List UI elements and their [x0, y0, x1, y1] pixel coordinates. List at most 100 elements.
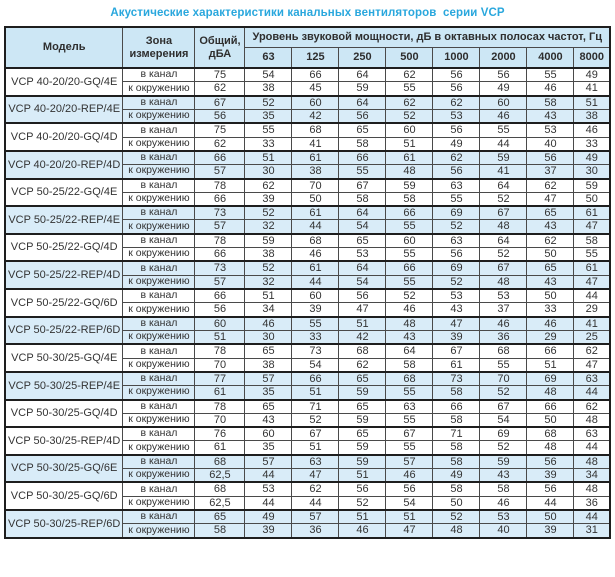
band-level-cell: 56	[432, 247, 481, 262]
band-level-cell: 66	[526, 343, 575, 359]
band-level-cell: 56	[479, 67, 528, 83]
band-level-cell: 48	[573, 453, 611, 470]
band-level-cell: 38	[244, 247, 293, 262]
total-dba-cell: 58	[194, 523, 246, 539]
zone-cell: к окружению	[122, 412, 196, 428]
band-level-cell: 51	[526, 357, 575, 373]
band-level-cell: 38	[291, 164, 340, 179]
table-row: к окружению 51 30 33 42 43 39 36 29 25	[5, 329, 611, 345]
band-level-cell: 64	[338, 205, 387, 221]
band-level-cell: 62	[291, 481, 340, 497]
band-level-cell: 33	[573, 136, 611, 152]
band-level-cell: 67	[479, 398, 528, 414]
band-level-cell: 59	[338, 385, 387, 400]
total-dba-cell: 66	[194, 149, 246, 166]
table-row: VCP 50-30/25-GQ/4D в канал 78 65 71 65 63 66 67 6…	[4, 398, 611, 428]
band-level-cell: 41	[573, 81, 611, 97]
table-row: VCP 50-30/25-REP/4D в канал 76 60 67 65 67 71 69…	[4, 426, 611, 456]
band-level-cell: 59	[479, 149, 528, 166]
table-row: VCP 40-20/20-REP/4E в канал 67 52 60 64 62 62 60…	[4, 94, 611, 124]
band-level-cell: 56	[338, 108, 387, 124]
band-level-cell: 65	[244, 398, 293, 414]
band-level-cell: 56	[432, 164, 481, 179]
band-level-cell: 63	[385, 398, 434, 414]
header-measurement-zone: Зона измерения	[122, 26, 196, 69]
band-level-cell: 44	[244, 495, 293, 511]
band-level-cell: 62	[526, 177, 575, 193]
band-level-cell: 52	[385, 288, 434, 304]
band-level-cell: 62	[385, 94, 434, 110]
band-level-cell: 49	[573, 67, 611, 83]
band-level-cell: 30	[244, 164, 293, 179]
total-dba-cell: 61	[194, 385, 246, 400]
band-level-cell: 39	[291, 302, 340, 318]
total-dba-cell: 57	[194, 164, 246, 179]
band-level-cell: 39	[526, 468, 575, 483]
band-level-cell: 46	[479, 495, 528, 511]
band-level-cell: 52	[479, 440, 528, 456]
band-level-cell: 68	[479, 343, 528, 359]
band-level-cell: 71	[291, 398, 340, 414]
band-level-cell: 51	[338, 509, 387, 525]
band-level-cell: 70	[479, 370, 528, 387]
band-level-cell: 53	[338, 247, 387, 262]
table-row: VCP 50-25/22-REP/6D в канал 60 46 55 51 48 47 46…	[4, 315, 611, 345]
band-level-cell: 59	[244, 232, 293, 249]
total-dba-cell: 51	[194, 329, 246, 345]
band-level-cell: 54	[338, 274, 387, 290]
table-row: VCP 50-30/25-GQ/4E в канал 78 65 73 68 64 67 68 6…	[4, 343, 611, 373]
band-level-cell: 58	[385, 357, 434, 373]
band-level-cell: 62	[338, 357, 387, 373]
total-dba-cell: 76	[194, 426, 246, 442]
band-level-cell: 61	[291, 260, 340, 276]
band-level-cell: 46	[338, 523, 387, 539]
table-row: к окружению 56 35 42 56 52 53 46 43 38	[5, 108, 611, 124]
band-level-cell: 51	[291, 385, 340, 400]
header-model: Модель	[4, 26, 124, 69]
band-level-cell: 46	[244, 315, 293, 331]
band-level-cell: 68	[526, 426, 575, 442]
band-level-cell: 56	[385, 481, 434, 497]
band-level-cell: 59	[338, 440, 387, 456]
band-level-cell: 55	[291, 315, 340, 331]
band-level-cell: 73	[432, 370, 481, 387]
band-level-cell: 60	[385, 122, 434, 138]
zone-cell: в канал	[122, 94, 196, 110]
zone-cell: к окружению	[122, 81, 196, 97]
band-level-cell: 44	[244, 468, 293, 483]
band-level-cell: 55	[432, 191, 481, 207]
band-level-cell: 37	[479, 302, 528, 318]
band-level-cell: 40	[479, 523, 528, 539]
band-level-cell: 58	[479, 481, 528, 497]
band-level-cell: 67	[338, 177, 387, 193]
band-level-cell: 47	[432, 315, 481, 331]
band-level-cell: 55	[244, 122, 293, 138]
band-level-cell: 67	[479, 205, 528, 221]
band-level-cell: 34	[573, 468, 611, 483]
band-level-cell: 59	[338, 412, 387, 428]
band-level-cell: 51	[573, 94, 611, 110]
zone-cell: к окружению	[122, 440, 196, 456]
model-cell: VCP 50-30/25-GQ/6E	[4, 453, 124, 483]
band-level-cell: 52	[244, 260, 293, 276]
band-level-cell: 56	[526, 453, 575, 470]
model-cell: VCP 50-30/25-GQ/6D	[4, 481, 124, 511]
band-level-cell: 62	[573, 343, 611, 359]
band-level-cell: 51	[385, 509, 434, 525]
band-level-cell: 55	[385, 247, 434, 262]
band-level-cell: 49	[244, 509, 293, 525]
band-level-cell: 61	[432, 357, 481, 373]
band-level-cell: 46	[479, 108, 528, 124]
band-level-cell: 39	[526, 523, 575, 539]
band-level-cell: 41	[479, 164, 528, 179]
model-cell: VCP 50-30/25-REP/6D	[4, 509, 124, 539]
band-level-cell: 68	[291, 122, 340, 138]
band-level-cell: 55	[385, 412, 434, 428]
band-level-cell: 48	[526, 385, 575, 400]
band-level-cell: 63	[432, 177, 481, 193]
header-freq-250: 250	[338, 46, 387, 69]
band-level-cell: 54	[338, 219, 387, 235]
total-dba-cell: 62	[194, 81, 246, 97]
table-row: к окружению 61 35 51 59 55 58 52 48 44	[5, 385, 611, 400]
band-level-cell: 48	[526, 440, 575, 456]
